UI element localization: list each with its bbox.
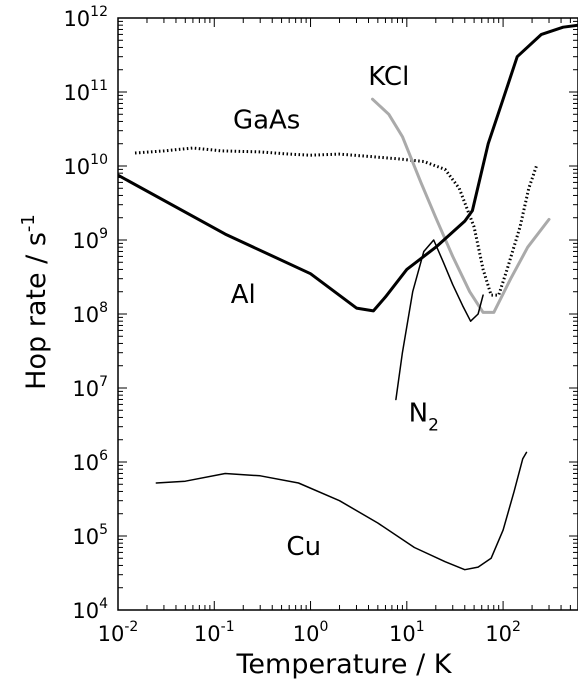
y-tick-base: 10 [72, 377, 99, 401]
y-tick-base: 10 [72, 451, 99, 475]
x-axis-label: Temperature / K [236, 649, 453, 680]
series-layer [118, 23, 578, 571]
series-line-kcl [371, 97, 551, 314]
series-line-cu [155, 451, 528, 571]
y-tick-base: 10 [72, 525, 99, 549]
y-tick-label: 106 [72, 448, 108, 475]
series-label-text: KCl [368, 62, 409, 92]
y-tick-exp: 8 [99, 300, 108, 316]
y-tick-label: 107 [72, 374, 108, 401]
series-label-kcl: KCl [368, 62, 409, 92]
y-tick-base: 10 [63, 155, 90, 179]
y-axis-label: Hop rate / s-1 [18, 214, 52, 390]
y-axis-label-exp: -1 [18, 214, 39, 232]
plot-frame [117, 17, 578, 611]
x-tick-exp: -1 [221, 619, 235, 635]
y-axis-label-base: Hop rate / s [21, 232, 52, 390]
series-label-n2: N2 [409, 399, 439, 436]
series-label-text: Al [231, 280, 256, 310]
series-label-text: N [409, 399, 428, 429]
y-tick-exp: 10 [90, 152, 108, 168]
series-label-cu: Cu [286, 532, 321, 562]
y-tick-label: 105 [72, 522, 108, 549]
x-tick-label: 101 [389, 619, 425, 646]
series-line-al [118, 23, 578, 313]
x-tick-exp: 2 [512, 619, 521, 635]
tick-layer: 10-2 10-1 100 101 10210410510610710810910101… [63, 4, 578, 646]
x-tick-base: 10 [485, 622, 512, 646]
y-tick-exp: 4 [99, 596, 108, 612]
y-tick-label: 1012 [63, 4, 108, 31]
series-label-subscript: 2 [428, 416, 439, 436]
y-tick-exp: 11 [90, 78, 108, 94]
x-tick-label: 102 [485, 619, 521, 646]
x-tick-exp: 0 [319, 619, 328, 635]
x-tick-label: 10-1 [194, 619, 235, 646]
x-tick-exp: -2 [124, 619, 138, 635]
y-tick-exp: 9 [99, 226, 108, 242]
y-tick-exp: 7 [99, 374, 108, 390]
series-label-text: GaAs [233, 106, 300, 136]
x-tick-base: 10 [293, 622, 320, 646]
series-label-al: Al [231, 280, 256, 310]
x-tick-base: 10 [98, 622, 125, 646]
y-tick-base: 10 [72, 229, 99, 253]
y-tick-label: 108 [72, 300, 108, 327]
x-tick-base: 10 [389, 622, 416, 646]
y-tick-label: 1010 [63, 152, 108, 179]
y-tick-label: 109 [72, 226, 108, 253]
y-tick-base: 10 [72, 303, 99, 327]
x-tick-label: 100 [293, 619, 329, 646]
y-tick-exp: 6 [99, 448, 108, 464]
y-tick-label: 1011 [63, 78, 108, 105]
series-label-text: Cu [286, 532, 321, 562]
x-tick-base: 10 [194, 622, 221, 646]
y-tick-label: 104 [72, 596, 108, 623]
series-label-gaas: GaAs [233, 106, 300, 136]
label-layer: GaAs KCl Al N2 Cu [231, 62, 439, 562]
series-line-gaas [134, 146, 539, 297]
y-tick-base: 10 [72, 599, 99, 623]
series-line-n2 [395, 239, 484, 401]
y-tick-exp: 5 [99, 522, 108, 538]
y-tick-base: 10 [63, 7, 90, 31]
x-tick-exp: 1 [416, 619, 425, 635]
y-tick-base: 10 [63, 81, 90, 105]
y-tick-exp: 12 [90, 4, 108, 20]
x-tick-label: 10-2 [98, 619, 139, 646]
